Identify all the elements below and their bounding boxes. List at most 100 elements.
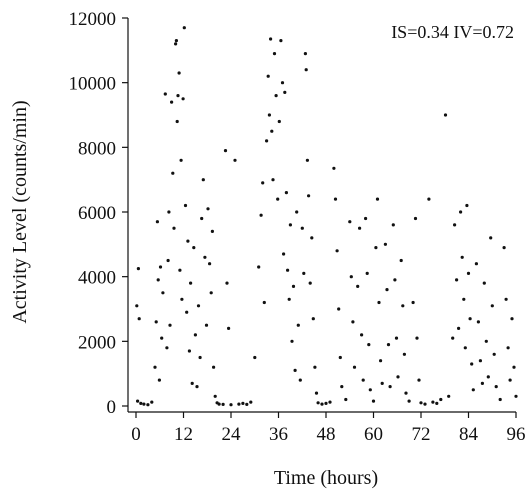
data-point bbox=[340, 385, 344, 389]
data-point bbox=[139, 401, 143, 405]
data-point bbox=[447, 394, 451, 398]
data-point bbox=[266, 74, 270, 78]
data-point bbox=[391, 223, 395, 227]
data-point bbox=[204, 323, 209, 327]
data-point bbox=[460, 255, 464, 259]
data-point bbox=[200, 216, 204, 221]
data-point bbox=[167, 210, 171, 214]
data-point bbox=[157, 378, 161, 382]
data-point bbox=[506, 346, 510, 350]
y-axis-ticks: 0 2000 4000 6000 8000 10000 12000 bbox=[69, 9, 128, 418]
data-point bbox=[287, 297, 291, 301]
data-point bbox=[486, 375, 490, 379]
data-point bbox=[471, 388, 475, 392]
data-point bbox=[377, 300, 381, 305]
data-point bbox=[489, 236, 493, 240]
x-tick-label: 12 bbox=[174, 424, 193, 445]
data-point bbox=[182, 26, 186, 30]
data-point bbox=[480, 381, 484, 385]
data-point bbox=[217, 402, 221, 406]
data-point bbox=[337, 307, 341, 311]
data-point bbox=[265, 139, 269, 143]
data-point bbox=[277, 119, 281, 124]
data-point bbox=[174, 42, 178, 46]
data-point bbox=[358, 226, 362, 230]
data-point bbox=[465, 203, 469, 208]
data-point bbox=[462, 297, 466, 301]
data-point bbox=[298, 378, 302, 382]
data-point bbox=[401, 304, 405, 308]
data-point bbox=[431, 400, 435, 404]
data-point bbox=[305, 158, 309, 162]
data-point bbox=[274, 94, 278, 98]
data-point bbox=[468, 317, 472, 321]
data-point bbox=[158, 265, 163, 269]
data-point bbox=[179, 158, 183, 162]
y-tick-label: 2000 bbox=[78, 332, 116, 353]
data-point bbox=[457, 326, 461, 330]
data-point bbox=[476, 320, 480, 324]
data-point bbox=[271, 178, 275, 182]
data-point bbox=[296, 323, 300, 327]
data-point bbox=[284, 191, 288, 195]
data-point bbox=[288, 223, 292, 227]
data-point bbox=[328, 400, 332, 404]
data-point bbox=[455, 278, 459, 282]
data-point bbox=[367, 343, 371, 347]
data-point bbox=[311, 317, 315, 321]
data-point bbox=[371, 399, 376, 403]
x-tick-label: 36 bbox=[269, 424, 288, 445]
data-point bbox=[227, 326, 231, 330]
data-point bbox=[498, 397, 502, 402]
data-point bbox=[270, 129, 274, 133]
x-tick-label: 72 bbox=[412, 424, 431, 445]
y-tick-label: 6000 bbox=[78, 203, 116, 224]
data-point bbox=[206, 207, 210, 211]
data-point bbox=[417, 378, 421, 382]
data-point bbox=[237, 402, 241, 406]
data-point bbox=[494, 385, 498, 389]
data-point bbox=[484, 339, 488, 343]
data-point bbox=[423, 402, 427, 406]
y-axis-title: Activity Level (counts/min) bbox=[9, 100, 31, 323]
data-point bbox=[364, 216, 368, 221]
data-point bbox=[136, 399, 140, 403]
x-axis-title: Time (hours) bbox=[274, 467, 378, 489]
data-point bbox=[293, 368, 297, 372]
data-point bbox=[135, 304, 139, 308]
data-point bbox=[304, 68, 308, 72]
data-point bbox=[221, 402, 225, 406]
data-point bbox=[335, 249, 339, 253]
data-point bbox=[262, 300, 266, 305]
data-point bbox=[187, 349, 191, 353]
scatter-points bbox=[135, 26, 518, 407]
x-tick-label: 24 bbox=[222, 424, 242, 445]
data-point bbox=[510, 317, 514, 321]
data-point bbox=[427, 197, 431, 201]
data-point bbox=[210, 229, 214, 233]
data-point bbox=[385, 288, 389, 292]
data-point bbox=[180, 297, 184, 301]
data-point bbox=[283, 90, 287, 94]
data-point bbox=[198, 355, 202, 360]
x-tick-label: 48 bbox=[317, 424, 336, 445]
data-point bbox=[303, 52, 307, 56]
data-point bbox=[201, 178, 205, 182]
data-point bbox=[166, 258, 170, 263]
data-point bbox=[443, 113, 448, 117]
data-point bbox=[213, 394, 217, 398]
data-point bbox=[313, 365, 317, 369]
data-point bbox=[393, 278, 397, 282]
data-point bbox=[380, 381, 384, 385]
data-point bbox=[365, 271, 369, 275]
data-point bbox=[415, 336, 419, 340]
data-point bbox=[388, 385, 392, 389]
data-point bbox=[502, 246, 506, 250]
data-point bbox=[374, 246, 378, 250]
x-axis-ticks: 0 12 24 36 48 60 72 84 96 bbox=[131, 412, 526, 445]
data-point bbox=[459, 210, 463, 214]
data-point bbox=[209, 291, 213, 295]
data-point bbox=[316, 401, 320, 405]
data-point bbox=[332, 166, 336, 170]
data-point bbox=[320, 402, 324, 406]
